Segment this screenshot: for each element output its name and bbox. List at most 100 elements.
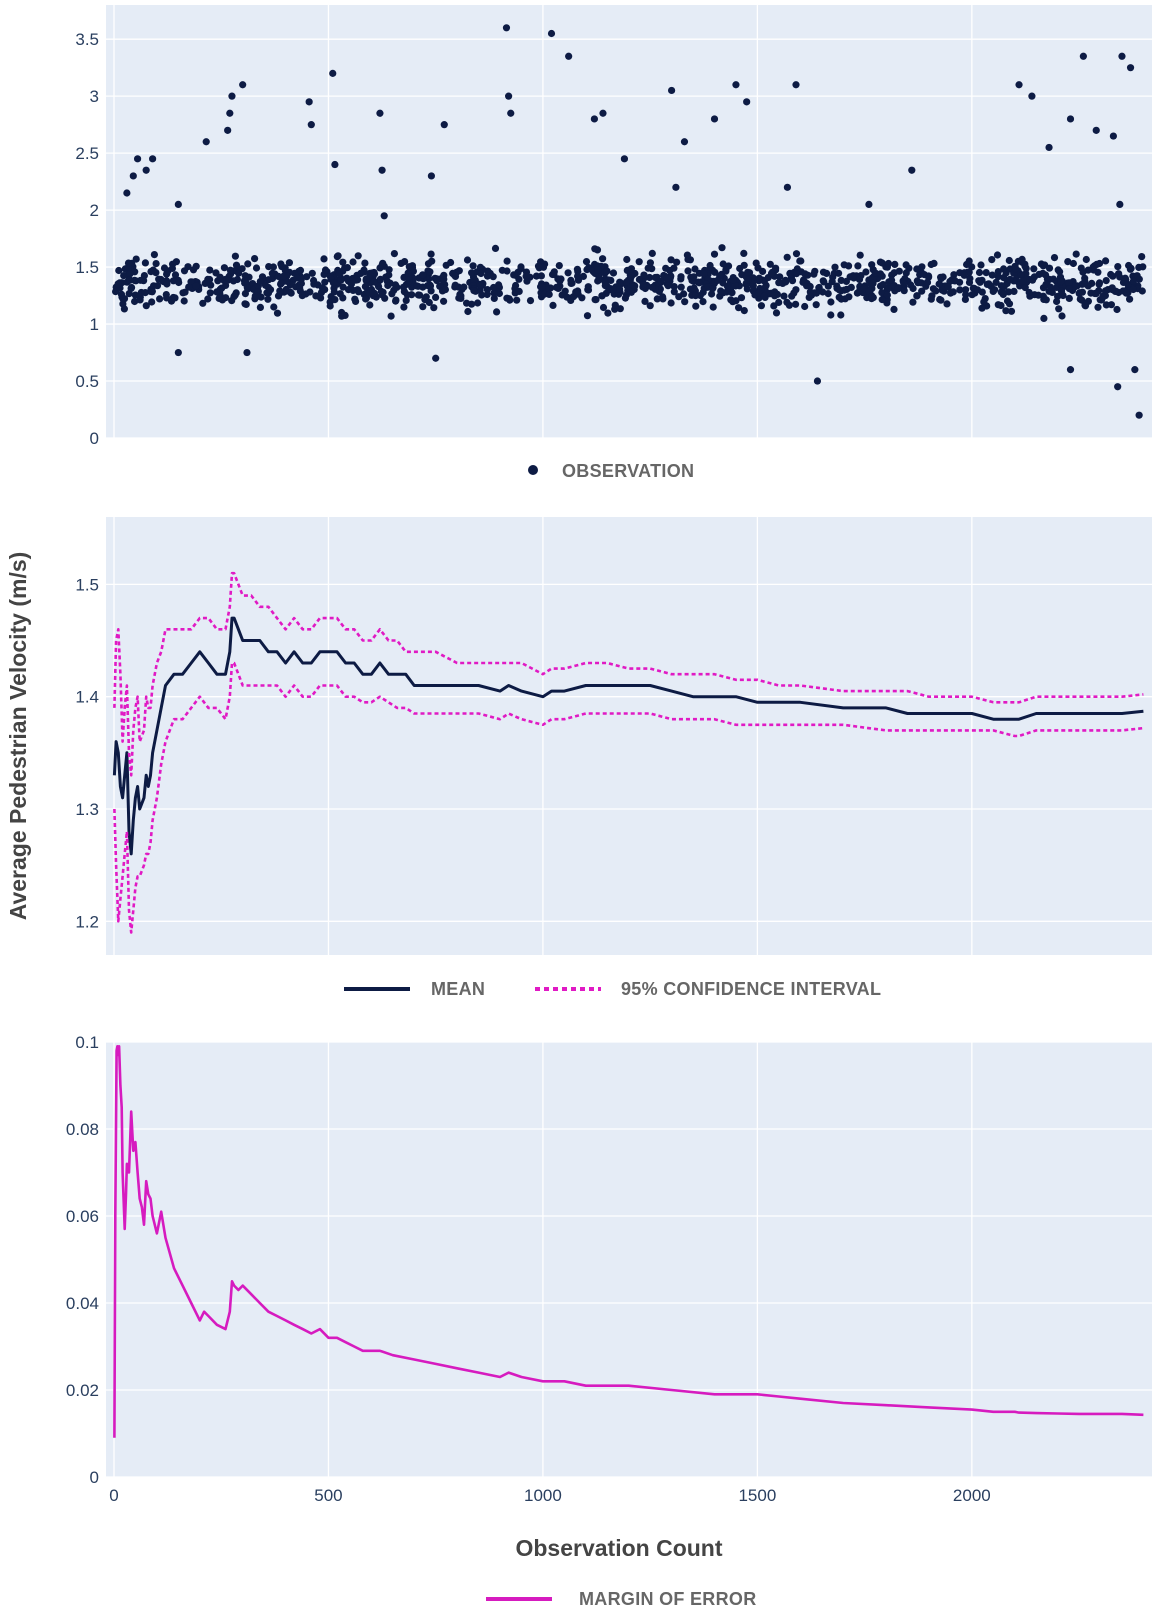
observation-point bbox=[339, 283, 347, 291]
observation-point bbox=[902, 269, 910, 277]
observation-point bbox=[999, 290, 1007, 299]
observation-point bbox=[1139, 263, 1147, 271]
observation-point bbox=[422, 293, 430, 301]
observation-point bbox=[419, 303, 427, 311]
observation-point bbox=[708, 290, 716, 298]
observation-point bbox=[120, 295, 129, 303]
observation-panel: 0 0.5 1 1.5 2 2.5 3 3.5 OBSERVATION bbox=[75, 5, 1152, 481]
observation-point bbox=[714, 276, 722, 284]
x-tick-label: 1500 bbox=[738, 1486, 776, 1505]
observation-point bbox=[503, 257, 511, 265]
observation-point bbox=[1039, 269, 1047, 277]
y-axis-title: Average Pedestrian Velocity (m/s) bbox=[5, 552, 31, 921]
observation-point bbox=[723, 282, 732, 290]
observation-point bbox=[835, 269, 843, 277]
observation-point bbox=[1005, 256, 1013, 265]
observation-point bbox=[1057, 277, 1065, 285]
observation-point bbox=[440, 271, 448, 279]
observation-point bbox=[944, 283, 952, 291]
observation-legend[interactable]: OBSERVATION bbox=[528, 461, 694, 481]
observation-point bbox=[690, 273, 698, 281]
observation-point bbox=[740, 307, 748, 315]
y-tick-label: 0 bbox=[90, 429, 99, 448]
observation-point bbox=[335, 270, 343, 278]
observation-point bbox=[440, 121, 448, 129]
observation-point bbox=[142, 302, 150, 310]
observation-point bbox=[923, 278, 932, 287]
y-tick-label: 1.3 bbox=[75, 800, 99, 819]
observation-point bbox=[909, 284, 917, 293]
observation-point bbox=[677, 275, 685, 283]
observation-point bbox=[668, 86, 676, 95]
margin-plot-area bbox=[106, 1042, 1152, 1477]
observation-point bbox=[667, 299, 675, 307]
margin-legend-item[interactable]: MARGIN OF ERROR bbox=[486, 1589, 757, 1609]
observation-point bbox=[136, 296, 144, 304]
observation-point bbox=[1066, 366, 1075, 374]
mean-gridlines bbox=[106, 517, 1152, 955]
observation-point bbox=[296, 266, 305, 274]
observation-point bbox=[835, 286, 844, 294]
observation-point bbox=[460, 283, 468, 291]
observation-point bbox=[175, 278, 183, 287]
observation-point bbox=[547, 29, 556, 38]
confidence-legend-item[interactable]: 95% CONFIDENCE INTERVAL bbox=[535, 979, 881, 999]
observation-point bbox=[534, 262, 543, 270]
observation-point bbox=[792, 300, 800, 308]
observation-point bbox=[447, 258, 455, 267]
observation-point bbox=[231, 252, 239, 260]
observation-point bbox=[603, 267, 611, 275]
observation-point bbox=[515, 287, 523, 295]
observation-point bbox=[296, 284, 304, 292]
observation-point bbox=[962, 291, 970, 299]
observation-point bbox=[120, 305, 128, 313]
observation-point bbox=[1069, 259, 1077, 268]
observation-point bbox=[505, 92, 513, 100]
observation-point bbox=[439, 277, 447, 285]
y-tick-label: 0.04 bbox=[66, 1294, 99, 1313]
observation-point bbox=[601, 278, 609, 286]
observation-point bbox=[1045, 143, 1053, 152]
x-axis-title: Observation Count bbox=[515, 1535, 722, 1561]
observation-point bbox=[1126, 64, 1135, 72]
observation-point bbox=[280, 272, 288, 280]
observation-point bbox=[312, 292, 320, 300]
observation-point bbox=[357, 269, 365, 277]
observation-point bbox=[266, 286, 275, 294]
y-tick-label: 1.2 bbox=[75, 912, 99, 931]
observation-point bbox=[400, 303, 408, 311]
observation-point bbox=[611, 301, 619, 309]
observation-point bbox=[233, 275, 241, 284]
observation-point bbox=[1099, 293, 1107, 301]
observation-point bbox=[781, 276, 790, 284]
observation-point bbox=[285, 259, 293, 267]
observation-point bbox=[963, 260, 971, 269]
observation-point bbox=[216, 273, 224, 281]
observation-point bbox=[621, 294, 630, 302]
observation-point bbox=[457, 292, 465, 300]
observation-point bbox=[644, 264, 652, 272]
observation-point bbox=[503, 267, 511, 275]
observation-point bbox=[913, 265, 921, 273]
observation-point bbox=[849, 273, 857, 281]
y-tick-label: 1.5 bbox=[75, 575, 99, 594]
observation-point bbox=[1092, 290, 1100, 298]
observation-point bbox=[349, 286, 357, 294]
mean-legend-item[interactable]: MEAN bbox=[344, 979, 485, 999]
observation-point bbox=[470, 275, 478, 283]
observation-point bbox=[490, 289, 498, 297]
observation-point bbox=[223, 276, 231, 284]
observation-point bbox=[966, 274, 974, 283]
observation-point bbox=[538, 283, 546, 291]
observation-point bbox=[334, 252, 342, 260]
observation-point bbox=[574, 276, 583, 284]
observation-point bbox=[675, 293, 683, 301]
observation-point bbox=[493, 308, 501, 316]
observation-point bbox=[729, 276, 737, 284]
observation-point bbox=[760, 292, 768, 300]
observation-point bbox=[710, 115, 719, 123]
observation-point bbox=[664, 282, 672, 290]
observation-point bbox=[819, 288, 827, 296]
observation-point bbox=[670, 288, 678, 296]
observation-point bbox=[361, 259, 369, 267]
